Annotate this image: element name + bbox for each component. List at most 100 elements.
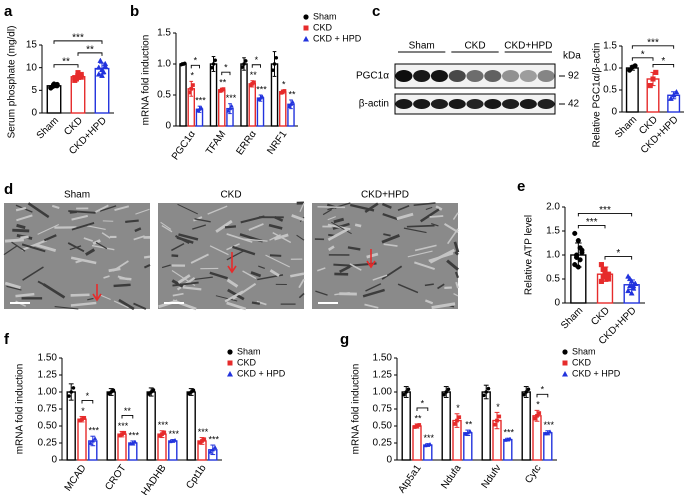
significance-label: *	[641, 49, 645, 60]
texture	[134, 227, 142, 233]
data-point	[272, 62, 277, 66]
data-point	[151, 388, 156, 392]
significance-label: ***	[169, 429, 180, 439]
texture	[71, 222, 95, 231]
data-point	[227, 106, 233, 111]
x-tick-label: Cpt1b	[184, 463, 209, 492]
y-tick-label: 0.25	[38, 438, 58, 449]
data-point	[667, 95, 674, 101]
texture	[4, 281, 21, 290]
texture	[364, 202, 379, 214]
texture	[406, 224, 435, 228]
significance-label: *	[255, 55, 259, 65]
data-point	[577, 245, 583, 251]
texture	[172, 281, 199, 287]
texture	[87, 297, 94, 301]
x-tick-label: ERRα	[234, 129, 259, 158]
texture	[240, 215, 265, 224]
texture	[396, 212, 414, 221]
texture	[35, 243, 57, 253]
bar	[209, 63, 218, 127]
data-point	[290, 99, 295, 104]
y-tick-label: 1.5	[157, 28, 171, 39]
data-point	[149, 390, 154, 394]
bar	[532, 415, 542, 461]
significance-label: *	[496, 402, 500, 412]
legend-label: Sham	[313, 11, 337, 21]
bar	[543, 432, 553, 461]
texture	[331, 221, 352, 235]
y-tick-label: 1.0	[157, 59, 171, 70]
significance-label: ***	[544, 420, 555, 430]
legend-marker	[303, 25, 309, 31]
data-point	[240, 65, 245, 69]
data-point	[90, 438, 95, 443]
data-point	[626, 275, 633, 282]
x-tick-label: Atp5a1	[396, 463, 423, 495]
data-point	[442, 392, 446, 397]
y-tick-label: 1.50	[373, 353, 393, 364]
blot-band	[430, 70, 448, 82]
bar	[441, 391, 451, 461]
data-point	[524, 390, 529, 394]
texture	[143, 263, 151, 269]
significance-label: *	[224, 63, 228, 73]
significance-bracket	[221, 71, 231, 76]
panel-label: a	[4, 3, 13, 20]
significance-label: *	[86, 391, 90, 401]
texture	[171, 279, 184, 288]
significance-bracket	[53, 64, 79, 68]
significance-label: **	[250, 70, 258, 80]
texture	[22, 266, 44, 281]
texture	[37, 224, 60, 235]
significance-bracket	[77, 52, 103, 56]
texture	[161, 264, 171, 269]
significance-label: ***	[226, 93, 237, 103]
micrograph	[4, 203, 150, 309]
texture	[435, 205, 443, 211]
data-point	[221, 87, 226, 91]
data-point	[191, 83, 195, 87]
data-point	[486, 386, 491, 391]
significance-bracket	[604, 256, 633, 260]
bar	[256, 97, 265, 127]
texture	[226, 278, 239, 288]
texture	[209, 245, 229, 256]
data-point	[670, 92, 677, 98]
y-axis-label: mRNA fold induction	[351, 364, 362, 455]
texture	[91, 244, 115, 251]
x-tick-label: Sham	[613, 114, 639, 140]
data-point	[260, 94, 265, 99]
texture	[118, 298, 135, 311]
data-point	[243, 59, 248, 63]
texture	[37, 280, 50, 289]
y-tick-label: 1.25	[373, 370, 393, 381]
legend-label: Sham	[572, 346, 596, 356]
texture	[103, 275, 110, 279]
texture	[108, 267, 121, 273]
lane-label: CKD	[464, 41, 485, 52]
texture	[431, 302, 456, 310]
texture	[397, 283, 419, 294]
texture	[226, 233, 253, 243]
blot-band	[413, 99, 431, 109]
texture	[27, 202, 50, 219]
texture	[290, 272, 305, 278]
significance-label: ***	[599, 205, 611, 216]
data-point	[653, 69, 659, 75]
texture	[322, 208, 333, 216]
band-name: β-actin	[359, 99, 389, 110]
texture	[232, 245, 256, 256]
y-tick-label: 1.0	[546, 250, 560, 261]
texture	[339, 265, 351, 273]
data-point	[537, 411, 542, 415]
texture	[101, 232, 111, 239]
data-point	[452, 422, 457, 426]
data-point	[444, 390, 449, 394]
texture	[269, 254, 282, 257]
texture	[215, 219, 233, 233]
data-point	[402, 392, 406, 397]
texture	[177, 274, 191, 284]
texture	[226, 249, 246, 261]
blot-band	[466, 70, 484, 82]
